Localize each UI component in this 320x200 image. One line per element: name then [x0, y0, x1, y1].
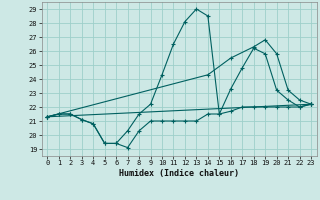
X-axis label: Humidex (Indice chaleur): Humidex (Indice chaleur) [119, 169, 239, 178]
